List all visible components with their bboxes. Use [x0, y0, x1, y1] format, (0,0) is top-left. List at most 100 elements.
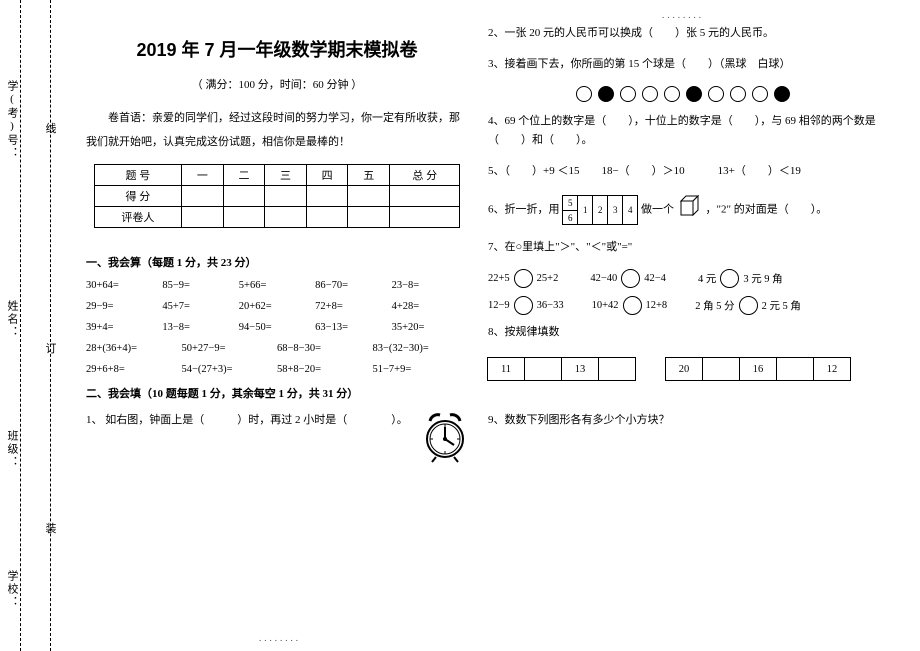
ball-icon [620, 86, 636, 102]
seq-wrap: 11 13 20 16 12 [488, 353, 878, 393]
cmp-cell: 3 元 9 角 [743, 271, 782, 286]
net-tiles: 56 1 2 3 4 [562, 195, 638, 225]
seq-cell: 20 [665, 357, 703, 381]
calc-row-1: 30+64= 85−9= 5+66= 86−70= 23−8= [86, 280, 468, 291]
calc-cell: 54−(27+3)= [182, 364, 278, 375]
calc-cell: 30+64= [86, 280, 162, 291]
q6-c: ，"2" 的对面是（ ）。 [706, 203, 828, 215]
cmp-row-1: 22+525+2 42−4042−4 4 元3 元 9 角 [488, 269, 878, 288]
score-table: 题 号 一 二 三 四 五 总 分 得 分 评卷人 [94, 164, 461, 228]
cmp-cell: 2 元 5 角 [762, 298, 801, 313]
ball-icon [752, 86, 768, 102]
cmp-cell: 2 角 5 分 [695, 298, 734, 313]
footer-dots-left: ........ [80, 633, 480, 643]
header-dots-right: ........ [488, 10, 878, 20]
seq1: 11 13 [488, 357, 636, 381]
clock-icon [422, 411, 468, 471]
ball-icon [730, 86, 746, 102]
seq2: 20 16 12 [666, 357, 851, 381]
score-h1: 一 [182, 165, 224, 186]
page-body: 2019 年 7 月一年级数学期末模拟卷 （ 满分：100 分，时间：60 分钟… [80, 0, 910, 651]
calc-cell: 20+62= [239, 301, 315, 312]
cmp-cell: 12+8 [646, 300, 668, 311]
tile: 1 [578, 196, 592, 224]
cmp-cell: 10+42 [592, 300, 619, 311]
compare-circle-icon [739, 296, 758, 315]
ball-icon [598, 86, 614, 102]
field-name: 姓名： [4, 300, 20, 339]
score-h2: 二 [223, 165, 265, 186]
q5: 5、（ ）+9 ＜15 18−（ ）＞10 13+（ ）＜19 [488, 162, 878, 182]
bind-char-2: 订 [44, 340, 58, 356]
q6-a: 6、折一折，用 [488, 203, 560, 215]
calc-cell: 5+66= [239, 280, 315, 291]
q1: 1、 如右图，钟面上是（ ）时，再过 2 小时是（ ）。 [86, 411, 468, 431]
seq-cell [702, 357, 740, 381]
calc-row-3: 39+4= 13−8= 94−50= 63−13= 35+20= [86, 322, 468, 333]
ball-icon [576, 86, 592, 102]
calc-cell: 72+8= [315, 301, 391, 312]
q4: 4、69 个位上的数字是（ ），十位上的数字是（ ），与 69 相邻的两个数是（… [488, 112, 878, 152]
q8: 8、按规律填数 [488, 323, 878, 343]
calc-cell: 23−8= [392, 280, 468, 291]
q2: 2、一张 20 元的人民币可以换成（ ）张 5 元的人民币。 [488, 24, 878, 44]
q3: 3、接着画下去，你所画的第 15 个球是（ ）（黑球 白球） [488, 55, 878, 75]
tile: 2 [593, 196, 607, 224]
calc-cell: 28+(36+4)= [86, 343, 182, 354]
calc-cell: 51−7+9= [373, 364, 469, 375]
cmp-row-2: 12−936−33 10+4212+8 2 角 5 分2 元 5 角 [488, 296, 878, 315]
calc-cell: 58+8−20= [277, 364, 373, 375]
seq-cell: 13 [561, 357, 599, 381]
tile: 6 [563, 211, 577, 225]
cmp-cell: 12−9 [488, 300, 510, 311]
calc-row-4: 28+(36+4)= 50+27−9= 68−8−30= 83−(32−30)= [86, 343, 468, 354]
calc-cell: 94−50= [239, 322, 315, 333]
tile: 3 [608, 196, 622, 224]
compare-circle-icon [623, 296, 642, 315]
section1-title: 一、我会算（每题 1 分，共 23 分） [86, 254, 468, 270]
compare-circle-icon [514, 296, 533, 315]
q6-b: 做一个 [641, 203, 674, 215]
score-r1: 得 分 [94, 186, 181, 207]
score-h5: 五 [348, 165, 390, 186]
exam-intro: 卷首语：亲爱的同学们，经过这段时间的努力学习，你一定有所收获，那我们就开始吧，认… [86, 106, 468, 154]
dash-line-inner [20, 0, 21, 651]
seq-cell: 11 [487, 357, 525, 381]
tile: 4 [623, 196, 637, 224]
compare-circle-icon [621, 269, 640, 288]
q9: 9、数数下列图形各有多少个小方块？ [488, 411, 878, 431]
cmp-cell: 22+5 [488, 273, 510, 284]
seq-cell [776, 357, 814, 381]
q7: 7、在○里填上"＞"、"＜"或"=" [488, 238, 878, 258]
calc-cell: 29+6+8= [86, 364, 182, 375]
score-r2: 评卷人 [94, 207, 181, 228]
score-h3: 三 [265, 165, 307, 186]
calc-cell: 13−8= [162, 322, 238, 333]
ball-icon [642, 86, 658, 102]
left-column: 2019 年 7 月一年级数学期末模拟卷 （ 满分：100 分，时间：60 分钟… [80, 0, 480, 651]
calc-cell: 68−8−30= [277, 343, 373, 354]
bind-char-3: 装 [44, 520, 58, 536]
compare-circle-icon [720, 269, 739, 288]
section2-title: 二、我会填（10 题毎题 1 分，其余每空 1 分，共 31 分） [86, 385, 468, 401]
tile: 5 [563, 196, 578, 211]
ball-icon [774, 86, 790, 102]
calc-cell: 86−70= [315, 280, 391, 291]
calc-row-2: 29−9= 45+7= 20+62= 72+8= 4+28= [86, 301, 468, 312]
cube-icon [677, 193, 703, 227]
calc-cell: 85−9= [162, 280, 238, 291]
calc-cell: 29−9= [86, 301, 162, 312]
calc-cell: 63−13= [315, 322, 391, 333]
compare-circle-icon [514, 269, 533, 288]
calc-cell: 83−(32−30)= [373, 343, 469, 354]
bind-char-1: 线 [44, 120, 58, 136]
calc-cell: 50+27−9= [182, 343, 278, 354]
exam-sub: （ 满分：100 分，时间：60 分钟 ） [86, 76, 468, 92]
calc-cell: 45+7= [162, 301, 238, 312]
field-id: 学(考)号： [4, 80, 20, 160]
ball-row [488, 86, 878, 102]
ball-icon [708, 86, 724, 102]
calc-cell: 4+28= [392, 301, 468, 312]
right-column: ........ 2、一张 20 元的人民币可以换成（ ）张 5 元的人民币。 … [480, 0, 890, 651]
cmp-cell: 42−4 [644, 273, 666, 284]
